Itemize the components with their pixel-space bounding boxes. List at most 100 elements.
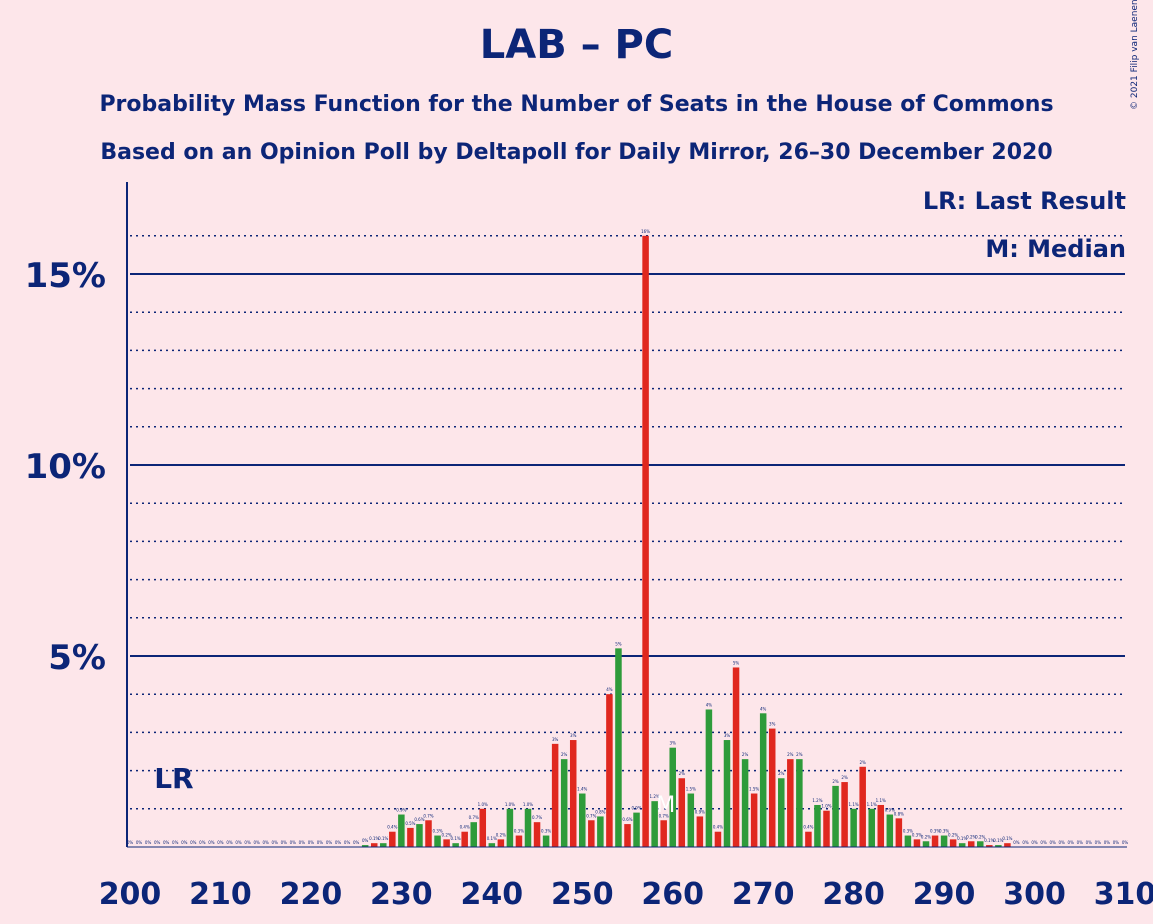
bar-label-221: 0% bbox=[317, 840, 324, 845]
bar-label-292: 0.1% bbox=[957, 836, 967, 841]
bar-246 bbox=[542, 835, 550, 847]
bar-274 bbox=[796, 759, 803, 847]
bar-292 bbox=[958, 843, 966, 847]
bar-label-273: 2% bbox=[787, 752, 794, 757]
bar-label-203: 0% bbox=[154, 840, 161, 845]
bar-291 bbox=[949, 839, 957, 847]
bar-label-224: 0% bbox=[344, 840, 351, 845]
bar-277 bbox=[823, 810, 830, 847]
bar-296 bbox=[995, 845, 1002, 847]
bar-278 bbox=[832, 785, 839, 847]
bar-label-284: 0.9% bbox=[885, 808, 895, 813]
bar-label-304: 0% bbox=[1068, 840, 1075, 845]
bar-label-233: 0.7% bbox=[423, 813, 433, 818]
bar-233 bbox=[425, 820, 432, 847]
bar-label-260: 3% bbox=[670, 741, 677, 746]
bar-label-218: 0% bbox=[290, 840, 297, 845]
bar-254 bbox=[615, 648, 622, 847]
legend-median: M: Median bbox=[985, 235, 1126, 263]
bar-label-307: 0% bbox=[1095, 840, 1102, 845]
bar-label-250: 1.4% bbox=[577, 787, 587, 792]
bar-label-274: 2% bbox=[796, 752, 803, 757]
bar-247 bbox=[551, 743, 559, 847]
bar-252 bbox=[597, 816, 604, 847]
bar-232 bbox=[416, 824, 423, 847]
bar-label-271: 3% bbox=[769, 722, 776, 727]
bar-label-290: 0.3% bbox=[939, 829, 949, 834]
bar-269 bbox=[750, 793, 758, 847]
bar-235 bbox=[443, 839, 450, 847]
bar-label-272: 2% bbox=[778, 771, 785, 776]
x-tick-label-290: 290 bbox=[913, 877, 976, 912]
bar-label-294: 0.2% bbox=[975, 834, 985, 839]
bar-262 bbox=[687, 793, 695, 847]
bar-label-249: 3% bbox=[570, 733, 577, 738]
bar-label-228: 0.1% bbox=[378, 836, 388, 841]
bar-label-227: 0.1% bbox=[369, 836, 379, 841]
bar-287 bbox=[913, 839, 921, 847]
bar-label-262: 1.5% bbox=[686, 787, 696, 792]
bar-label-266: 3% bbox=[724, 733, 731, 738]
bar-label-256: 0.9% bbox=[631, 806, 641, 811]
bar-label-269: 1.5% bbox=[749, 787, 759, 792]
bar-256 bbox=[633, 812, 640, 847]
bar-label-216: 0% bbox=[272, 840, 279, 845]
x-tick-label-230: 230 bbox=[370, 877, 433, 912]
bar-251 bbox=[588, 820, 595, 847]
bar-label-200: 0% bbox=[127, 840, 134, 845]
bar-label-229: 0.4% bbox=[387, 825, 397, 830]
bar-label-245: 0.7% bbox=[532, 815, 542, 820]
bar-label-222: 0% bbox=[326, 840, 333, 845]
bar-270 bbox=[759, 713, 767, 847]
bar-244 bbox=[524, 808, 532, 847]
bar-label-276: 1.2% bbox=[812, 798, 822, 803]
bar-label-group: 0% 0% 0% 0% 0% 0% 0% 0% 0% 0% 0% 0% 0% 0% 0% 0% 0% 0% 0% 0%… bbox=[127, 229, 1129, 845]
bar-label-241: 0.2% bbox=[496, 832, 506, 837]
bar-236 bbox=[452, 843, 459, 847]
x-tick-label-270: 270 bbox=[732, 877, 795, 912]
bar-245 bbox=[533, 822, 541, 847]
legend-last-result: LR: Last Result bbox=[923, 187, 1126, 215]
bar-label-293: 0.2% bbox=[966, 834, 976, 839]
bar-label-247: 3% bbox=[552, 737, 559, 742]
bar-label-261: 2% bbox=[679, 771, 686, 776]
bar-272 bbox=[778, 778, 785, 847]
bar-label-212: 0% bbox=[235, 840, 242, 845]
x-tick-label-200: 200 bbox=[99, 877, 162, 912]
chart-title: LAB – PC bbox=[479, 22, 674, 68]
bar-label-208: 0% bbox=[199, 840, 206, 845]
x-tick-label-240: 240 bbox=[461, 877, 524, 912]
bar-label-291: 0.2% bbox=[948, 832, 958, 837]
bar-249 bbox=[569, 740, 577, 847]
bar-label-201: 0% bbox=[136, 840, 143, 845]
bar-label-209: 0% bbox=[208, 840, 215, 845]
bar-label-251: 0.7% bbox=[586, 813, 596, 818]
bar-label-295: 0.1% bbox=[984, 838, 994, 843]
bar-label-283: 1.1% bbox=[876, 798, 886, 803]
bar-label-289: 0.3% bbox=[930, 829, 940, 834]
bar-label-220: 0% bbox=[308, 840, 315, 845]
bar-282 bbox=[868, 808, 875, 847]
bar-231 bbox=[407, 827, 414, 847]
bar-285 bbox=[895, 818, 903, 847]
bar-241 bbox=[497, 839, 505, 847]
bar-label-280: 1.1% bbox=[849, 802, 859, 807]
bar-label-253: 4% bbox=[606, 687, 613, 692]
bar-label-259: 0.7% bbox=[659, 813, 669, 818]
bar-label-306: 0% bbox=[1086, 840, 1093, 845]
bar-label-219: 0% bbox=[299, 840, 306, 845]
bar-label-205: 0% bbox=[172, 840, 179, 845]
bar-281 bbox=[859, 766, 866, 847]
bar-276 bbox=[814, 804, 821, 847]
bar-label-234: 0.3% bbox=[432, 829, 442, 834]
bar-293 bbox=[967, 841, 975, 847]
bar-228 bbox=[380, 843, 387, 847]
bar-label-236: 0.1% bbox=[451, 836, 461, 841]
chart-subtitle-pmf: Probability Mass Function for the Number… bbox=[99, 92, 1054, 117]
bar-261 bbox=[678, 778, 686, 847]
bar-290 bbox=[940, 835, 948, 847]
bar-label-257: 16% bbox=[641, 229, 650, 234]
bar-group bbox=[361, 235, 1011, 848]
bar-288 bbox=[922, 841, 930, 847]
